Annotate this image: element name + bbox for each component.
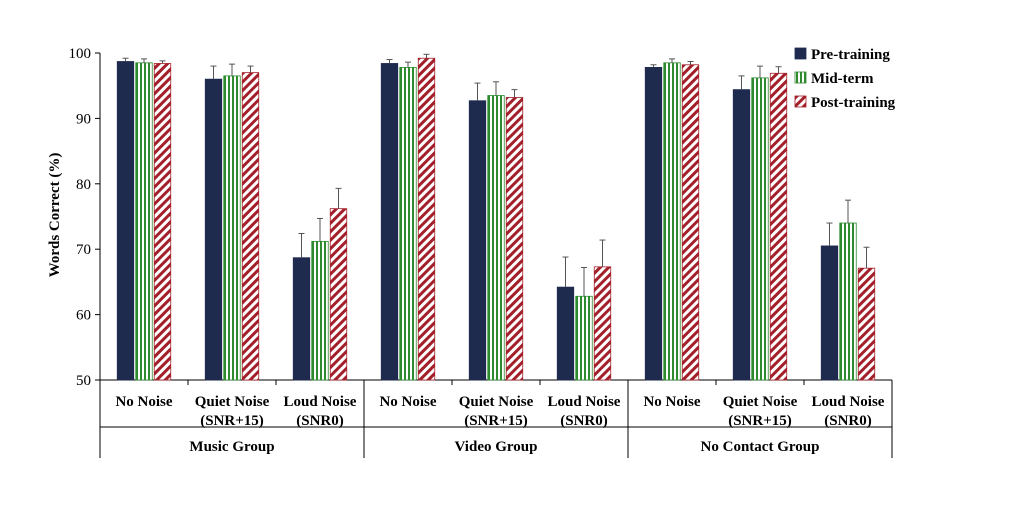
condition-label: Quiet Noise [459, 394, 534, 410]
bar-post-training [857, 267, 876, 381]
bar-post-training [241, 72, 260, 381]
condition-label: (SNR0) [824, 413, 872, 429]
bars [116, 53, 876, 381]
y-tick-label: 50 [76, 373, 91, 389]
legend-label: Post-training [811, 95, 896, 111]
bar-pre-training [556, 286, 575, 381]
bar-post-training [417, 57, 436, 381]
condition-label: (SNR+15) [728, 413, 792, 429]
bar-post-training [505, 97, 524, 381]
y-axis-title: Words Correct (%) [47, 153, 63, 278]
bar-pre-training [204, 78, 223, 381]
bar-pre-training [468, 100, 487, 381]
bar-mid-term [399, 66, 417, 381]
y-tick-label: 100 [69, 46, 92, 62]
group-label: Music Group [189, 439, 274, 455]
category-labels: Music Group No Noise Quiet Noise (SNR+15) Lo… [115, 394, 884, 455]
legend-label: Mid-term [811, 71, 874, 87]
condition-label: No Noise [643, 394, 700, 410]
bar-mid-term [487, 95, 505, 381]
legend-swatch [794, 71, 807, 84]
bar-pre-training [732, 89, 751, 381]
condition-label: (SNR+15) [464, 413, 528, 429]
bar-mid-term [751, 77, 769, 381]
legend-swatch [794, 47, 807, 60]
bar-mid-term [135, 62, 153, 381]
bar-pre-training [644, 66, 663, 381]
condition-label: Loud Noise [284, 394, 357, 410]
bar-post-training [681, 64, 700, 381]
bar-pre-training [116, 61, 135, 381]
bar-post-training [593, 266, 612, 381]
y-tick-label: 80 [76, 177, 91, 193]
condition-label: (SNR0) [296, 413, 344, 429]
bar-mid-term [223, 75, 241, 381]
bar-post-training [769, 72, 788, 381]
y-tick-label: 90 [76, 111, 91, 127]
condition-label: Loud Noise [812, 394, 885, 410]
bar-post-training [153, 63, 172, 381]
bar-mid-term [839, 222, 857, 381]
y-tick-label: 60 [76, 308, 91, 324]
bar-mid-term [575, 295, 593, 381]
condition-label: Loud Noise [548, 394, 621, 410]
legend: Pre-training Mid-term Post-training [794, 47, 896, 111]
bar-post-training [329, 208, 348, 381]
group-label: Video Group [455, 439, 538, 455]
bar-mid-term [663, 62, 681, 381]
condition-label: Quiet Noise [723, 394, 798, 410]
bar-pre-training [292, 257, 311, 381]
legend-swatch [794, 95, 807, 108]
bar-pre-training [820, 245, 839, 381]
group-label: No Contact Group [701, 439, 820, 455]
condition-label: No Noise [379, 394, 436, 410]
condition-label: Quiet Noise [195, 394, 270, 410]
condition-label: No Noise [115, 394, 172, 410]
bar-mid-term [311, 240, 329, 381]
legend-label: Pre-training [811, 47, 890, 63]
condition-label: (SNR+15) [200, 413, 264, 429]
y-tick-label: 70 [76, 242, 91, 258]
bar-pre-training [380, 63, 399, 381]
condition-label: (SNR0) [560, 413, 608, 429]
